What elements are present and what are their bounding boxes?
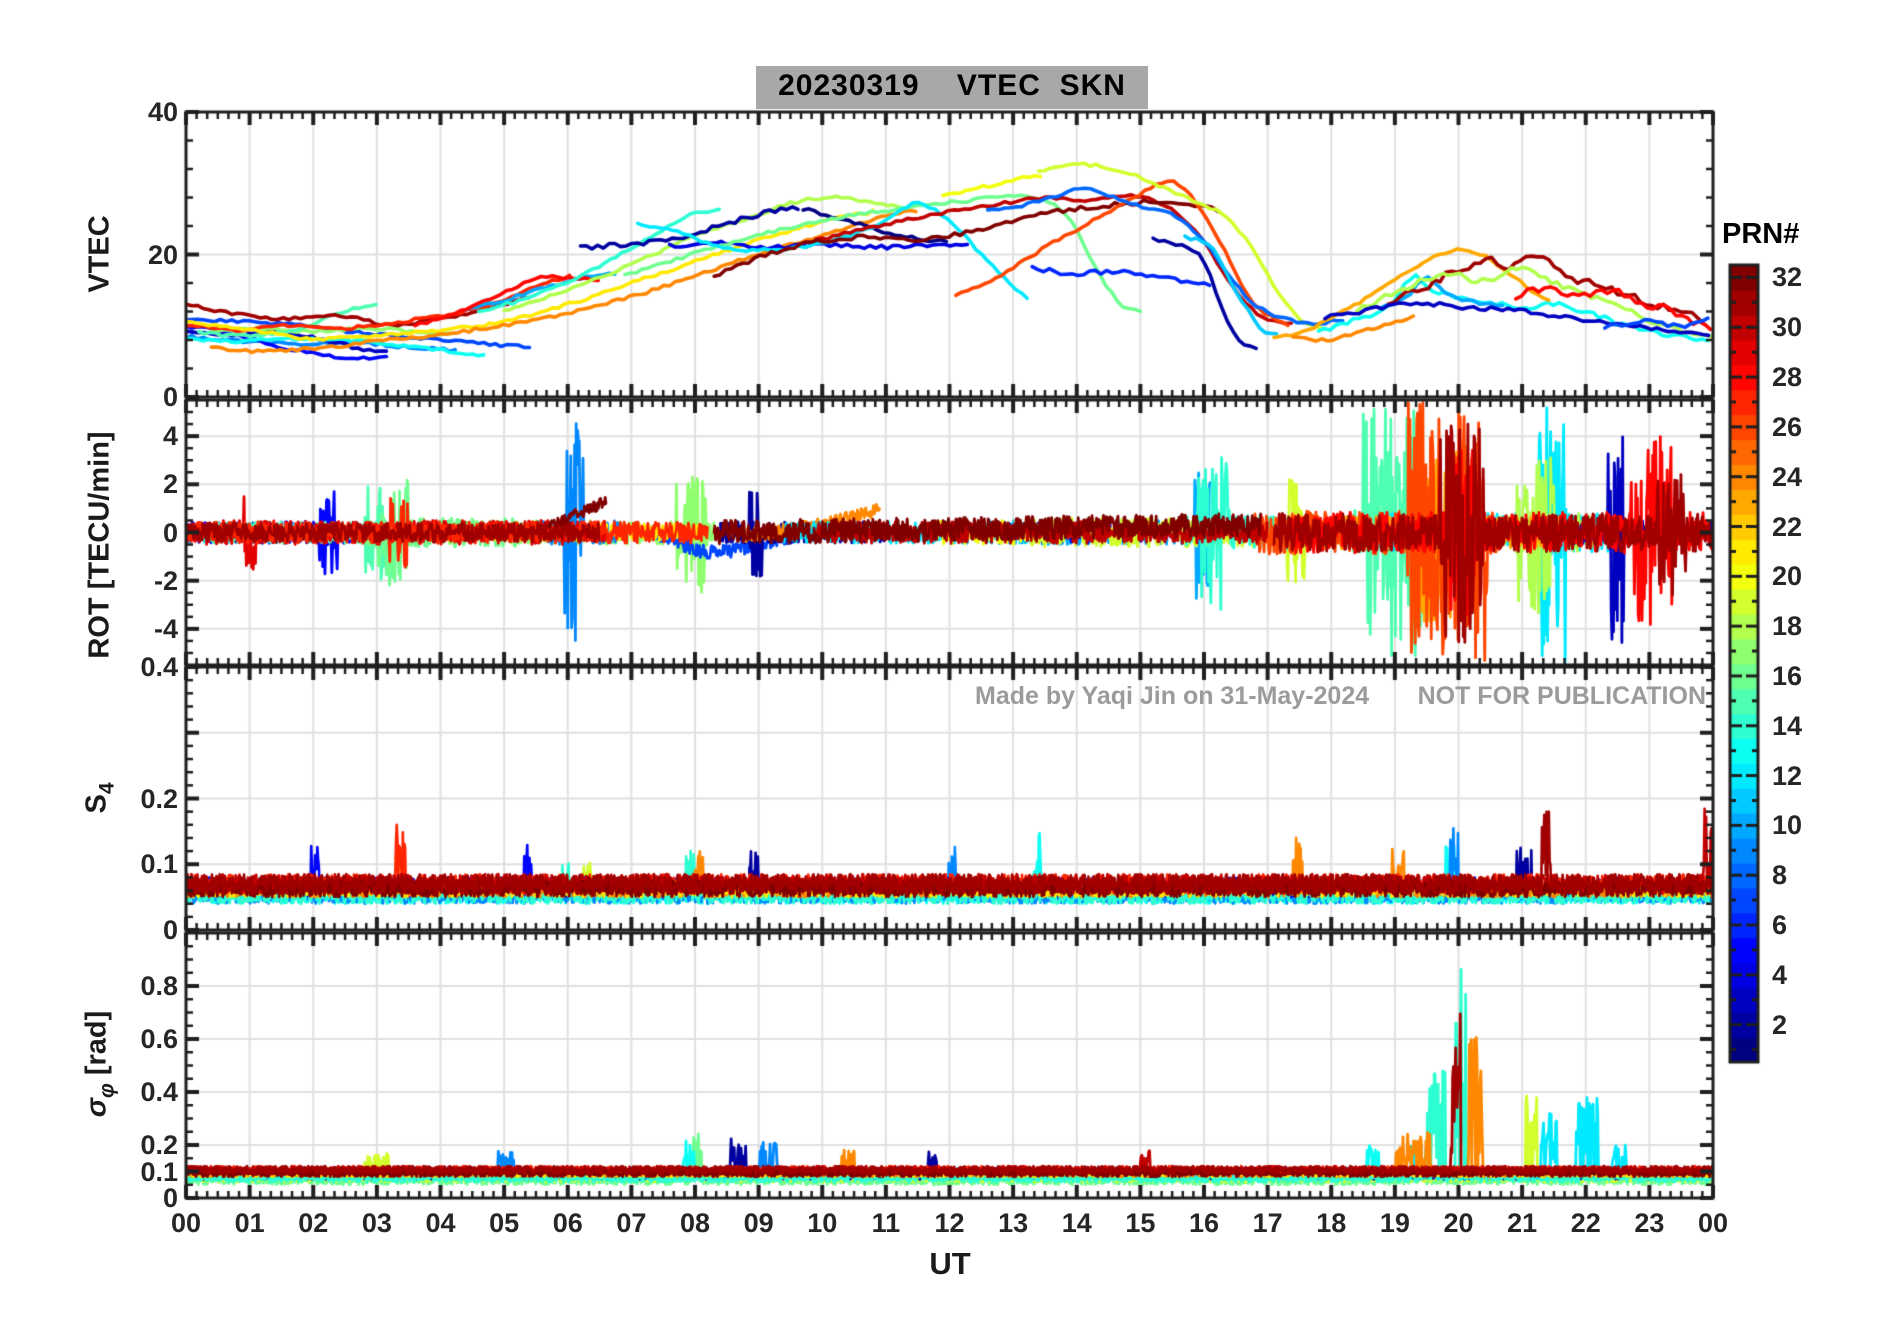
colorbar-tick-label: 20 <box>1772 561 1803 592</box>
y-tick-label: 0 <box>162 1183 178 1213</box>
colorbar-tick-label: 18 <box>1772 611 1803 642</box>
x-tick-label: 00 <box>170 1208 202 1238</box>
x-tick-label: 03 <box>361 1208 392 1238</box>
colorbar-tick-label: 12 <box>1772 760 1803 791</box>
x-tick-label: 15 <box>1125 1208 1156 1238</box>
x-tick-label: 09 <box>743 1208 774 1238</box>
plot-title: 20230319 VTEC SKN <box>756 66 1148 109</box>
x-tick-label: 22 <box>1570 1208 1601 1238</box>
y-tick-label: 40 <box>147 97 178 127</box>
colorbar-tick-label: 2 <box>1772 1009 1788 1040</box>
y-tick-label: 0.1 <box>140 1156 178 1187</box>
colorbar-tick-label: 26 <box>1772 411 1803 442</box>
colorbar-tick-label: 24 <box>1772 461 1803 492</box>
x-tick-label: 16 <box>1188 1208 1220 1238</box>
x-tick-label: 20 <box>1443 1208 1474 1238</box>
y-tick-label: 0.4 <box>140 1077 178 1107</box>
colorbar-tick-label: 14 <box>1772 710 1803 741</box>
colorbar-tick-label: 22 <box>1772 511 1803 542</box>
x-tick-label: 18 <box>1316 1208 1347 1238</box>
colorbar-tick-label: 32 <box>1772 262 1803 293</box>
x-tick-label: 06 <box>552 1208 583 1238</box>
y-tick-label: 0.2 <box>140 783 178 814</box>
x-tick-label: 04 <box>425 1208 456 1238</box>
x-tick-label: 19 <box>1379 1208 1410 1238</box>
y-tick-label: 0 <box>162 517 178 548</box>
x-tick-label: 13 <box>998 1208 1029 1238</box>
x-tick-label: 05 <box>489 1208 520 1238</box>
colorbar-tick-label: 30 <box>1772 312 1803 343</box>
x-tick-label: 14 <box>1061 1208 1092 1238</box>
x-tick-label: 17 <box>1252 1208 1283 1238</box>
y-tick-label: -4 <box>153 613 178 644</box>
x-tick-label: 23 <box>1634 1208 1665 1238</box>
y-tick-label: 2 <box>162 469 178 500</box>
y-tick-label: 0 <box>162 382 178 412</box>
colorbar-tick-label: 10 <box>1772 810 1803 841</box>
x-tick-label: 11 <box>871 1208 901 1238</box>
colorbar-tick-label: 28 <box>1772 362 1803 393</box>
x-tick-label: 02 <box>298 1208 329 1238</box>
y-tick-label: 0.1 <box>140 849 178 880</box>
colorbar-title: PRN# <box>1722 218 1800 250</box>
watermark-not-for-publication: NOT FOR PUBLICATION <box>1417 682 1706 710</box>
x-tick-label: 21 <box>1507 1208 1538 1238</box>
x-axis-label: UT <box>929 1246 971 1281</box>
x-tick-label: 01 <box>234 1208 265 1238</box>
y-tick-label: 0.4 <box>140 652 178 682</box>
y-tick-label: 0.2 <box>140 1130 178 1160</box>
x-tick-label: 08 <box>679 1208 711 1238</box>
colorbar-tick-label: 4 <box>1772 959 1788 990</box>
x-tick-label: 07 <box>616 1208 647 1238</box>
x-tick-label: 12 <box>934 1208 965 1238</box>
colorbar-tick-label: 6 <box>1772 910 1788 941</box>
colorbar-tick-label: 16 <box>1772 660 1803 691</box>
x-tick-label: 10 <box>807 1208 838 1238</box>
colorbar-tick-label: 8 <box>1772 860 1788 891</box>
y-tick-label: -2 <box>153 565 178 596</box>
watermark-made-by: Made by Yaqi Jin on 31-May-2024 <box>975 682 1370 710</box>
y-tick-label: 0.6 <box>140 1024 178 1054</box>
y-tick-label: 0.8 <box>140 971 178 1001</box>
x-tick-label: 00 <box>1697 1208 1729 1238</box>
y-tick-label: 0 <box>162 915 178 945</box>
y-tick-label: 20 <box>147 239 178 270</box>
y-tick-label: 4 <box>162 421 178 452</box>
